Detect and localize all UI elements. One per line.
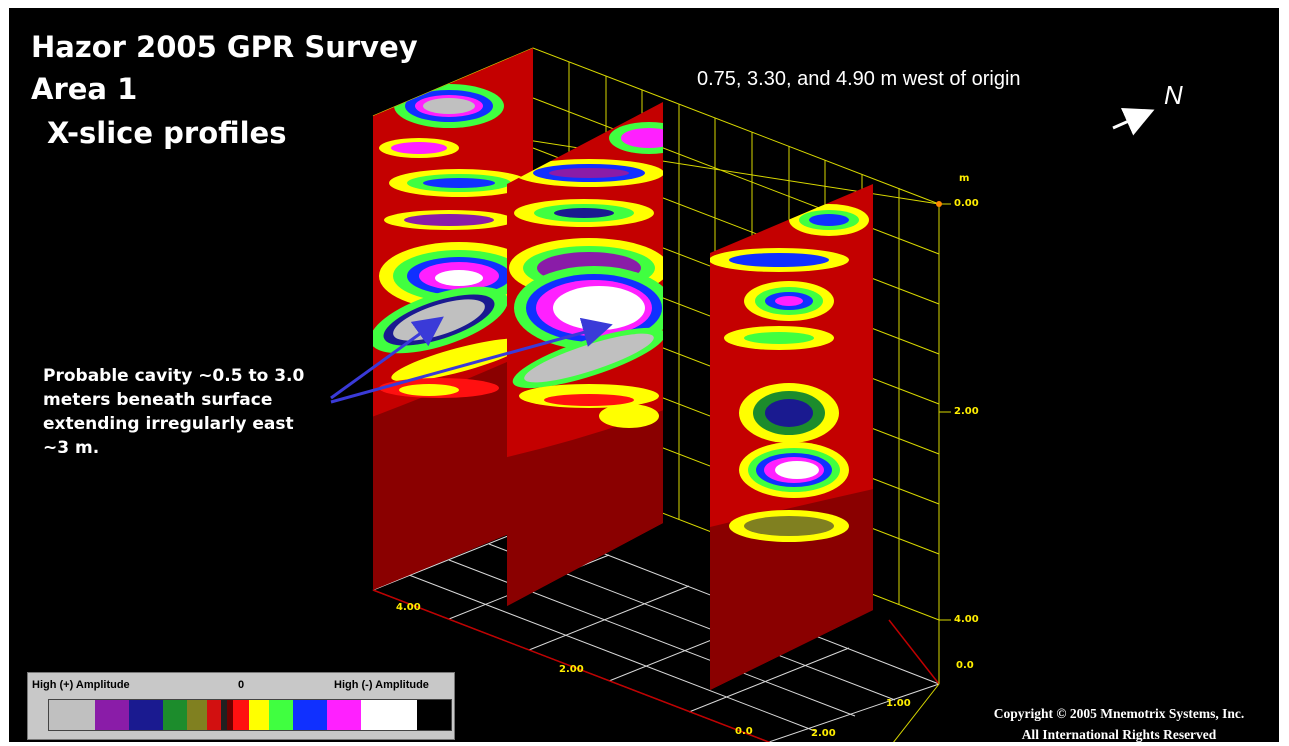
legend-center-label: 0 <box>238 679 245 691</box>
profile-slice-b <box>507 102 663 606</box>
title-line-2: Area 1 <box>31 72 138 106</box>
copyright-notice: Copyright © 2005 Mnemotrix Systems, Inc.… <box>949 703 1279 742</box>
north-arrow-icon <box>1112 108 1155 136</box>
legend-color-scale <box>48 699 452 731</box>
legend-swatch <box>163 700 187 730</box>
legend-swatch <box>327 700 361 730</box>
floor-tick-left-4: 4.00 <box>396 602 421 613</box>
amplitude-legend: High (+) Amplitude 0 High (-) Amplitude <box>27 672 455 740</box>
cavity-annotation: Probable cavity ~0.5 to 3.0 meters benea… <box>43 364 304 460</box>
copyright-line-2: All International Rights Reserved <box>1021 727 1217 742</box>
legend-swatch <box>187 700 207 730</box>
origin-marker <box>936 201 942 207</box>
legend-left-label: High (+) Amplitude <box>32 679 130 691</box>
annotation-arrows <box>330 316 613 404</box>
legend-swatch <box>129 700 163 730</box>
legend-swatch <box>269 700 293 730</box>
legend-swatch <box>95 700 129 730</box>
legend-swatch <box>293 700 327 730</box>
gpr-3d-scene <box>330 47 1155 742</box>
legend-swatch <box>249 700 269 730</box>
legend-swatch <box>221 700 227 730</box>
title-line-1: Hazor 2005 GPR Survey <box>31 30 418 64</box>
title-line-3: X-slice profiles <box>47 116 287 150</box>
copyright-line-1: Copyright © 2005 Mnemotrix Systems, Inc. <box>993 706 1245 721</box>
legend-swatch <box>49 700 95 730</box>
legend-swatch <box>227 700 233 730</box>
floor-tick-right-2: 2.00 <box>811 728 836 739</box>
gpr-figure: Hazor 2005 GPR Survey Area 1 X-slice pro… <box>9 8 1279 742</box>
depth-unit-label: m <box>959 173 970 184</box>
depth-tick-0: 0.00 <box>954 198 979 209</box>
north-label: N <box>1164 80 1183 110</box>
floor-tick-left-2: 2.00 <box>559 664 584 675</box>
subtitle: 0.75, 3.30, and 4.90 m west of origin <box>697 68 1021 90</box>
annotation-line: Probable cavity ~0.5 to 3.0 <box>43 366 305 386</box>
depth-axis <box>893 203 951 742</box>
legend-swatch <box>233 700 249 730</box>
floor-tick-left-0: 0.0 <box>735 726 753 737</box>
legend-swatch <box>207 700 221 730</box>
annotation-line: extending irregularly east <box>43 414 294 434</box>
depth-tick-2: 2.00 <box>954 406 979 417</box>
legend-swatch <box>361 700 417 730</box>
annotation-line: ~3 m. <box>43 438 100 458</box>
legend-right-label: High (-) Amplitude <box>334 679 429 691</box>
profile-slice-c <box>710 184 873 690</box>
annotation-line: meters beneath surface <box>43 390 273 410</box>
depth-tick-4: 4.00 <box>954 614 979 625</box>
floor-tick-right-0: 0.0 <box>956 660 974 671</box>
floor-tick-right-1: 1.00 <box>886 698 911 709</box>
